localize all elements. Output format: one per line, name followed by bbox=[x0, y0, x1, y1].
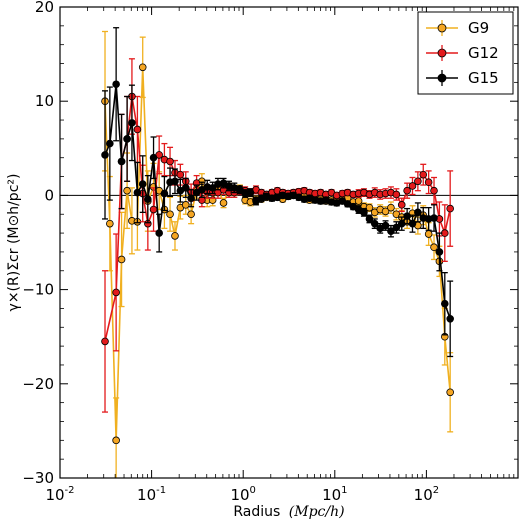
data-point bbox=[171, 177, 179, 186]
data-point bbox=[101, 337, 109, 346]
data-point bbox=[430, 186, 438, 195]
data-point bbox=[187, 194, 195, 203]
data-point bbox=[208, 184, 217, 192]
data-point bbox=[403, 186, 411, 195]
legend-entry-g15: G15 bbox=[426, 69, 499, 87]
data-point bbox=[414, 208, 422, 217]
data-point bbox=[144, 195, 152, 203]
legend-entry-g12: G12 bbox=[426, 44, 499, 62]
data-point bbox=[408, 182, 417, 190]
data-point bbox=[381, 207, 390, 216]
data-point bbox=[446, 204, 454, 213]
data-point bbox=[219, 199, 228, 207]
data-point bbox=[365, 215, 374, 223]
axes-layer: −30 −20 −10 0 10 20 10-2 10-1 100 101 102 bbox=[22, 0, 519, 504]
data-point bbox=[166, 157, 174, 166]
data-point bbox=[424, 178, 433, 187]
x-tick-label: 102 bbox=[414, 485, 439, 504]
data-point bbox=[149, 205, 158, 214]
data-point bbox=[112, 80, 120, 89]
y-tick-label: −10 bbox=[22, 281, 54, 299]
y-tick-label: 10 bbox=[35, 92, 54, 110]
legend: G9 G12 G15 bbox=[417, 11, 514, 95]
x-axis-label-unit: (Mpc/h) bbox=[289, 504, 345, 520]
data-point bbox=[128, 119, 136, 127]
legend-marker bbox=[437, 73, 447, 83]
data-point bbox=[149, 153, 158, 162]
x-axis-label: Radius (Mpc/h) bbox=[233, 504, 344, 520]
series-layer bbox=[101, 27, 454, 478]
y-tick-label: 0 bbox=[44, 186, 54, 204]
data-point bbox=[365, 203, 374, 212]
data-point bbox=[435, 248, 444, 256]
data-point bbox=[160, 189, 169, 198]
plot-frame bbox=[59, 6, 519, 479]
data-point bbox=[440, 229, 449, 237]
data-point bbox=[155, 229, 163, 237]
data-point bbox=[381, 221, 390, 230]
data-point bbox=[419, 170, 428, 179]
data-point bbox=[101, 151, 109, 159]
y-tick-label: −30 bbox=[22, 469, 54, 487]
data-point bbox=[236, 185, 244, 194]
legend-label: G12 bbox=[468, 44, 499, 62]
data-point bbox=[123, 135, 131, 143]
data-point bbox=[430, 214, 438, 222]
data-point bbox=[446, 388, 454, 397]
data-point bbox=[414, 177, 422, 186]
data-point bbox=[397, 219, 406, 228]
data-point bbox=[117, 157, 126, 166]
data-point bbox=[430, 243, 438, 252]
x-tick-label: 10-1 bbox=[137, 485, 166, 504]
data-point bbox=[370, 219, 379, 228]
data-point bbox=[133, 125, 142, 134]
legend-label: G9 bbox=[468, 19, 489, 37]
x-axis-label-text: Radius bbox=[233, 504, 280, 520]
legend-label: G15 bbox=[468, 69, 499, 87]
data-point bbox=[171, 232, 179, 240]
data-point bbox=[397, 201, 406, 209]
data-point bbox=[133, 188, 142, 197]
data-point bbox=[403, 212, 411, 220]
data-point bbox=[187, 210, 195, 219]
y-axis-label: γ×(R)Σcr (M⊙h/pc²) bbox=[6, 174, 22, 312]
data-point bbox=[123, 186, 131, 195]
data-point bbox=[392, 190, 401, 199]
x-tick-label: 100 bbox=[230, 485, 255, 504]
x-tick-label: 101 bbox=[322, 485, 347, 504]
data-point bbox=[117, 255, 126, 264]
data-point bbox=[392, 223, 401, 232]
series-g15 bbox=[101, 27, 454, 358]
y-tick-label: 20 bbox=[35, 0, 54, 16]
data-point bbox=[166, 210, 174, 219]
data-point bbox=[138, 180, 147, 188]
data-point bbox=[387, 203, 395, 212]
data-point bbox=[387, 227, 395, 235]
data-point bbox=[112, 288, 120, 297]
legend-entry-g9: G9 bbox=[426, 19, 489, 37]
x-tick-label: 10-2 bbox=[45, 485, 74, 504]
data-point bbox=[181, 201, 190, 209]
data-point bbox=[176, 170, 185, 179]
data-point bbox=[138, 63, 147, 72]
data-point bbox=[408, 219, 417, 228]
data-point bbox=[181, 184, 190, 192]
y-tick-label: −20 bbox=[22, 375, 54, 393]
data-point bbox=[360, 208, 368, 217]
data-point bbox=[106, 139, 114, 148]
data-point bbox=[112, 436, 120, 445]
data-point bbox=[446, 315, 454, 323]
legend-marker bbox=[437, 48, 447, 58]
legend-marker bbox=[437, 23, 447, 33]
data-point bbox=[246, 188, 255, 197]
data-point bbox=[440, 299, 449, 308]
data-point bbox=[106, 219, 114, 228]
